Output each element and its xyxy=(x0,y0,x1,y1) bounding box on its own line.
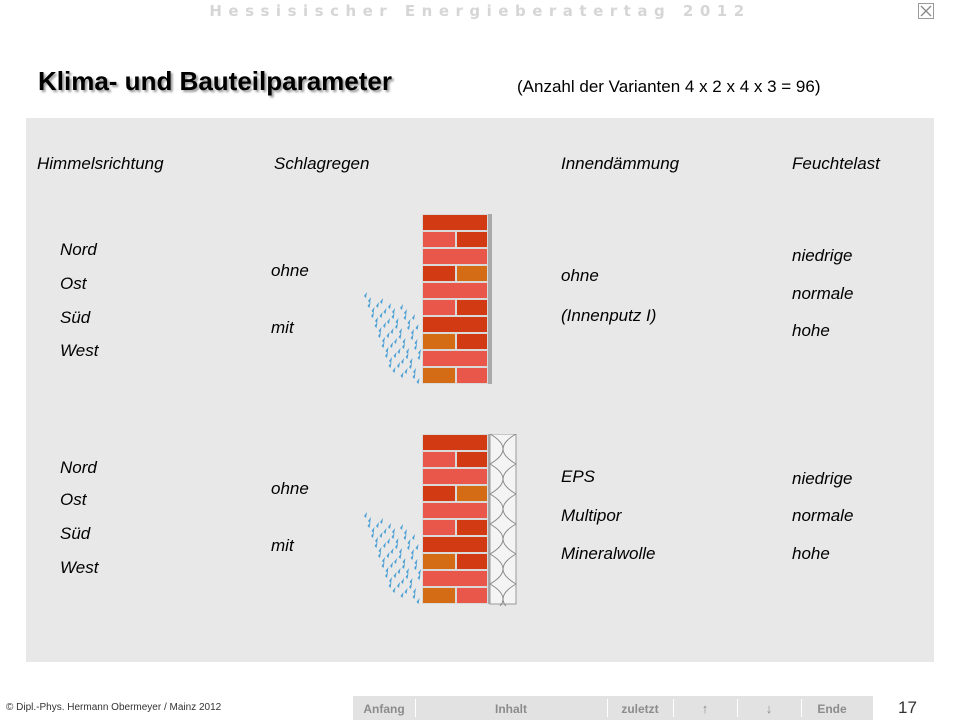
column-header-schlagregen: Schlagregen xyxy=(274,154,370,173)
direction-item: Ost xyxy=(60,274,87,293)
brick xyxy=(457,520,487,535)
close-x-icon[interactable] xyxy=(918,3,934,19)
direction-item: Süd xyxy=(60,308,91,327)
direction-item: Nord xyxy=(60,240,97,259)
moisture-option: normale xyxy=(792,506,854,525)
brick xyxy=(423,249,487,264)
nav-separator xyxy=(801,699,802,717)
insulation-option: ohne xyxy=(561,266,599,285)
rain-drops-icon xyxy=(364,512,421,604)
nav-separator xyxy=(415,699,416,717)
slide-title: Klima- und Bauteilparameter xyxy=(38,66,392,96)
brick xyxy=(457,266,487,281)
rain-option: ohne xyxy=(271,479,309,498)
navigation-bar: Anfang Inhalt zuletzt ↑ ↓ Ende xyxy=(353,696,873,720)
nav-zuletzt-button[interactable]: zuletzt xyxy=(621,702,659,716)
insulation-option: EPS xyxy=(561,467,596,486)
brick xyxy=(423,588,455,603)
column-header-feuchtelast: Feuchtelast xyxy=(792,154,880,173)
rain-option: mit xyxy=(271,318,294,337)
brick xyxy=(457,486,487,501)
brick xyxy=(423,300,455,315)
direction-item: Süd xyxy=(60,524,91,543)
brick xyxy=(423,571,487,586)
brick xyxy=(423,554,455,569)
insulation-option: Multipor xyxy=(561,506,622,525)
event-title: Hessisischer Energieberatertag 2012 xyxy=(209,2,751,20)
brick xyxy=(457,588,487,603)
nav-anfang-button[interactable]: Anfang xyxy=(363,702,405,716)
insulation-option: (Innenputz I) xyxy=(561,306,657,325)
brick xyxy=(423,452,455,467)
brick xyxy=(457,368,487,383)
brick xyxy=(423,469,487,484)
moisture-option: niedrige xyxy=(792,469,853,488)
brick-wall-with-insulation-illustration xyxy=(364,434,517,606)
insulation-pattern xyxy=(489,434,517,606)
nav-up-arrow-icon[interactable]: ↑ xyxy=(701,701,709,716)
brick xyxy=(423,215,487,230)
rain-drops-icon xyxy=(364,292,421,384)
moisture-option: normale xyxy=(792,284,854,303)
nav-separator xyxy=(737,699,738,717)
direction-item: West xyxy=(60,341,99,360)
moisture-option: hohe xyxy=(792,544,830,563)
brick xyxy=(423,283,487,298)
column-header-himmelsrichtung: Himmelsrichtung xyxy=(37,154,164,173)
nav-ende-button[interactable]: Ende xyxy=(817,702,847,716)
nav-separator xyxy=(673,699,674,717)
top-bar: Hessisischer Energieberatertag 2012 xyxy=(0,0,960,24)
moisture-option: hohe xyxy=(792,321,830,340)
brick xyxy=(423,520,455,535)
brick xyxy=(423,317,487,332)
column-header-innendaemmung: Innendämmung xyxy=(561,154,680,173)
rain-option: ohne xyxy=(271,261,309,280)
moisture-option: niedrige xyxy=(792,246,853,265)
brick-wall-no-insulation-illustration xyxy=(364,214,492,384)
brick xyxy=(423,266,455,281)
brick xyxy=(423,232,455,247)
brick xyxy=(423,368,455,383)
brick xyxy=(457,300,487,315)
nav-inhalt-button[interactable]: Inhalt xyxy=(495,702,527,716)
brick xyxy=(423,486,455,501)
brick xyxy=(423,503,487,518)
brick xyxy=(423,435,487,450)
insulation-layer xyxy=(489,434,517,605)
brick xyxy=(423,537,487,552)
copyright-text: © Dipl.-Phys. Hermann Obermeyer / Mainz … xyxy=(6,702,222,713)
brick xyxy=(457,334,487,349)
brick xyxy=(457,232,487,247)
nav-down-arrow-icon[interactable]: ↓ xyxy=(765,701,773,716)
brick xyxy=(423,334,455,349)
page-number: 17 xyxy=(898,698,917,717)
brick xyxy=(423,351,487,366)
rain-option: mit xyxy=(271,536,294,555)
brick xyxy=(457,554,487,569)
insulation-option: Mineralwolle xyxy=(561,544,656,563)
direction-item: West xyxy=(60,558,99,577)
slide-subtitle: (Anzahl der Varianten 4 x 2 x 4 x 3 = 96… xyxy=(517,77,821,96)
nav-separator xyxy=(607,699,608,717)
direction-item: Ost xyxy=(60,490,87,509)
brick xyxy=(457,452,487,467)
direction-item: Nord xyxy=(60,458,97,477)
